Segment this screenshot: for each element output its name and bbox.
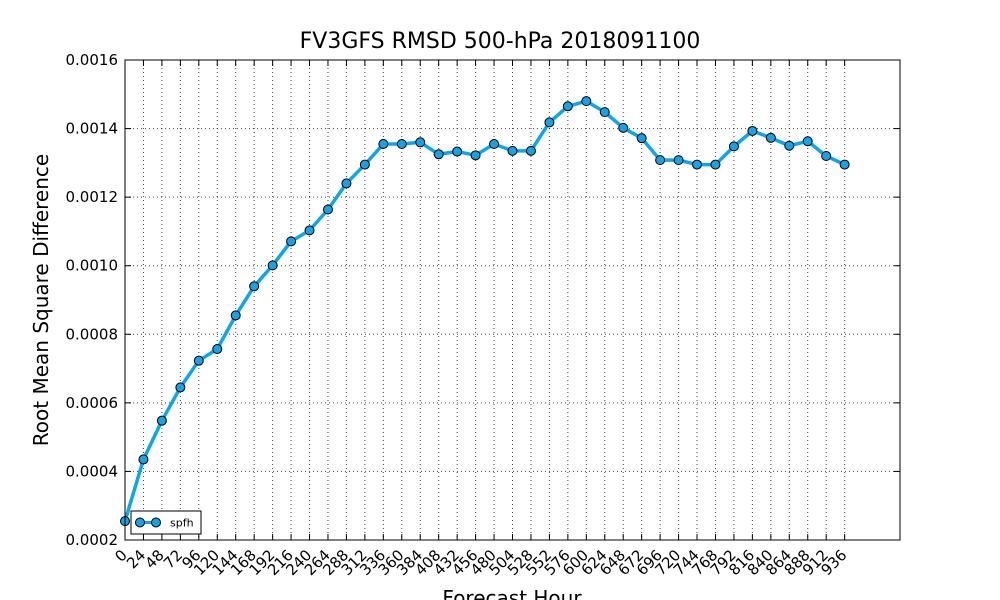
data-point — [378, 139, 389, 149]
data-point — [433, 149, 444, 160]
legend-box — [130, 510, 202, 535]
y-tick-label: 0.0016 — [66, 51, 119, 69]
data-point — [581, 96, 592, 107]
data-point — [396, 139, 407, 149]
data-point — [710, 159, 721, 170]
data-point — [267, 260, 278, 271]
y-tick-label: 0.0008 — [66, 325, 119, 343]
data-point — [747, 125, 758, 136]
x-axis-label: Forecast Hour — [442, 586, 582, 600]
legend-label: spfh — [170, 517, 194, 530]
chart-title: FV3GFS RMSD 500-hPa 2018091100 — [300, 29, 701, 54]
data-point — [230, 310, 241, 321]
data-point — [304, 225, 315, 236]
data-point — [489, 139, 500, 149]
data-point — [655, 155, 666, 166]
data-point — [599, 107, 610, 118]
data-point — [692, 159, 703, 170]
data-point — [636, 133, 647, 144]
y-tick-label: 0.0010 — [66, 257, 119, 275]
data-point — [821, 151, 832, 161]
y-tick-label: 0.0012 — [66, 188, 119, 206]
data-point — [507, 145, 518, 156]
tick-layer: 0.0002 0.0004 0.0006 0.0008 0.0010 0.0012 0.00… — [66, 51, 900, 579]
data-point — [802, 136, 813, 147]
data-point — [618, 122, 629, 133]
legend-marker — [151, 517, 161, 528]
data-point — [562, 101, 573, 112]
data-point — [784, 140, 795, 151]
data-point — [544, 117, 555, 128]
data-point — [249, 281, 260, 292]
y-tick-label: 0.0002 — [66, 531, 119, 549]
legend-marker — [135, 517, 145, 528]
data-point — [212, 344, 223, 355]
data-point — [341, 178, 352, 189]
data-point — [452, 146, 463, 157]
legend: spfh — [130, 510, 202, 535]
series-line-spfh — [123, 99, 846, 522]
data-point — [286, 236, 297, 247]
data-point — [765, 132, 776, 143]
data-point — [525, 145, 536, 156]
data-point — [470, 150, 481, 161]
series-layer — [120, 96, 850, 527]
y-tick-label: 0.0004 — [66, 462, 119, 480]
data-point — [156, 415, 167, 426]
data-point — [138, 454, 149, 465]
data-point — [322, 204, 333, 215]
y-tick-label: 0.0006 — [66, 394, 119, 412]
data-point — [415, 137, 426, 148]
y-axis-label: Root Mean Square Difference — [29, 154, 53, 446]
data-point — [728, 141, 739, 152]
grid-layer — [124, 59, 900, 541]
data-point — [193, 355, 204, 366]
data-point — [673, 155, 684, 166]
data-point — [175, 382, 186, 393]
data-point — [359, 159, 370, 170]
data-point — [839, 159, 850, 170]
y-tick-label: 0.0014 — [66, 120, 119, 138]
